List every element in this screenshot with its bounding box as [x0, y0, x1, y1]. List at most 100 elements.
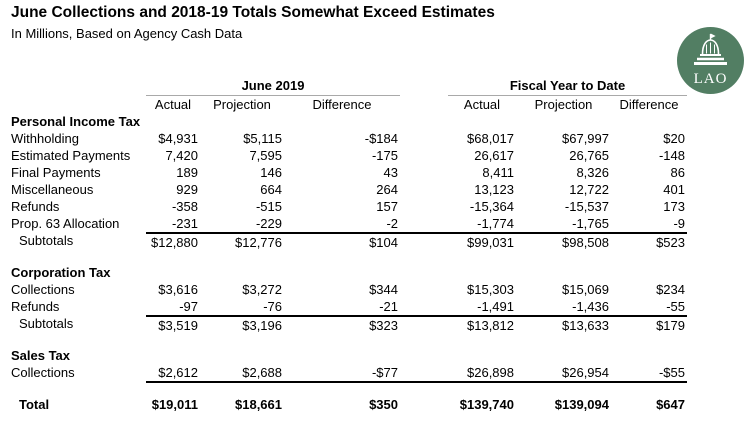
subtotal-row-fytd-cell: $13,812: [448, 315, 516, 334]
table-row-label: Estimated Payments: [11, 148, 131, 163]
group-header-june: June 2019: [146, 78, 400, 96]
section-spacer: [11, 381, 687, 396]
table-row: Refunds -358 -515 157 -15,364 -15,537 173: [11, 198, 687, 215]
table-row-june-cell: -$184: [364, 131, 398, 146]
table-row-june-cell: -$77: [284, 364, 400, 383]
table-row-june-cell: 664: [260, 182, 282, 197]
subtotal-row-fytd-cell: $99,031: [448, 232, 516, 251]
col-header-fytd-actual: Actual: [463, 97, 501, 112]
table-row-label: Refunds: [11, 199, 60, 214]
table-row-june-cell: 7,420: [165, 148, 198, 163]
table-row-fytd-cell: 12,722: [569, 182, 609, 197]
total-row-label: Total: [19, 397, 50, 412]
table-row: Miscellaneous 929 664 264 13,123 12,722 401: [11, 181, 687, 198]
table-row-fytd-cell: 26,617: [474, 148, 514, 163]
gap-cell: [400, 96, 448, 113]
column-header-row: Actual Projection Difference Actual Proj…: [11, 96, 687, 113]
section-header-row: Sales Tax: [11, 347, 687, 364]
table-row-label: Refunds: [11, 299, 60, 314]
col-header-fytd-difference: Difference: [619, 97, 679, 112]
table-row-fytd-cell: -55: [666, 299, 685, 314]
section-header-label: Sales Tax: [11, 348, 71, 363]
group-header-fytd: Fiscal Year to Date: [448, 78, 687, 96]
table-row-june-cell: 146: [260, 165, 282, 180]
table-row-june-cell: $344: [369, 282, 398, 297]
table-row-fytd-cell: 26,765: [569, 148, 609, 163]
col-header-june-actual: Actual: [154, 97, 192, 112]
table-row-june-cell: -21: [379, 299, 398, 314]
gap-cell: [400, 347, 448, 364]
gap-cell: [400, 130, 448, 147]
gap-cell: [400, 364, 448, 383]
table-row-fytd-cell: -15,364: [469, 199, 514, 214]
table-row-fytd-cell: -148: [658, 148, 685, 163]
total-row-june-cell: $350: [369, 397, 398, 412]
section-spacer: [11, 332, 687, 347]
gap-cell: [400, 315, 448, 334]
subtotal-row-fytd-cell: $13,633: [516, 315, 611, 334]
table-row-fytd-cell: $26,898: [448, 364, 516, 383]
subtotal-row-june-cell: $3,196: [200, 315, 284, 334]
table-row: Estimated Payments 7,420 7,595 -175 26,617 26…: [11, 147, 687, 164]
gap-cell: [400, 113, 448, 130]
table-row-fytd-cell: 13,123: [474, 182, 514, 197]
table-row-june-cell: -515: [255, 199, 282, 214]
gap-cell: [400, 164, 448, 181]
total-row-fytd-cell: $139,094: [554, 397, 609, 412]
table-row-fytd-cell: $15,303: [467, 282, 514, 297]
total-row-june-cell: $19,011: [151, 397, 198, 412]
table-row-fytd-cell: $67,997: [562, 131, 609, 146]
section-header-label: Corporation Tax: [11, 265, 111, 280]
lao-logo-text: LAO: [694, 71, 728, 87]
page-title: June Collections and 2018-19 Totals Some…: [11, 4, 495, 21]
table-row-june-cell: -97: [179, 299, 198, 314]
gap-cell: [400, 281, 448, 298]
capitol-dome-icon: [694, 33, 727, 65]
gap-cell: [400, 396, 448, 413]
section-header-row: Personal Income Tax: [11, 113, 687, 130]
table-row-label: Miscellaneous: [11, 182, 94, 197]
gap-cell: [400, 181, 448, 198]
table-row-fytd-cell: -1,436: [572, 299, 609, 314]
table-row-fytd-cell: $26,954: [516, 364, 611, 383]
table-row-fytd-cell: -$55: [611, 364, 687, 383]
table-row-fytd-cell: -1,765: [572, 216, 609, 231]
table-row-fytd-cell: 173: [663, 199, 685, 214]
gap-cell: [400, 198, 448, 215]
table-row-fytd-cell: 8,326: [576, 165, 609, 180]
table-row-june-cell: -358: [171, 199, 198, 214]
table-row-june-cell: 264: [376, 182, 398, 197]
table-row-june-cell: 7,595: [249, 148, 282, 163]
table-row: Final Payments 189 146 43 8,411 8,326 86: [11, 164, 687, 181]
table-row-label: Final Payments: [11, 165, 101, 180]
subtotal-row: Subtotals $3,519 $3,196 $323 $13,812 $13,633 $…: [11, 315, 687, 334]
subtotal-row-june-cell: $12,776: [200, 232, 284, 251]
subtotal-row: Subtotals $12,880 $12,776 $104 $99,031 $98,50…: [11, 232, 687, 251]
table-row-fytd-cell: -1,491: [477, 299, 514, 314]
total-row-june-cell: $18,661: [235, 397, 282, 412]
col-header-june-projection: Projection: [213, 97, 271, 112]
table-row-june-cell: $3,616: [158, 282, 198, 297]
subtotal-row-fytd-cell: $179: [611, 315, 687, 334]
subtotal-row-fytd-cell: $523: [611, 232, 687, 251]
table-row-fytd-cell: -1,774: [477, 216, 514, 231]
table-row: Collections $2,612 $2,688 -$77 $26,898 $26,95…: [11, 364, 687, 383]
section-header-row: Corporation Tax: [11, 264, 687, 281]
table-row-june-cell: -175: [371, 148, 398, 163]
table-row-fytd-cell: -15,537: [564, 199, 609, 214]
table-row-june-cell: $2,612: [146, 364, 200, 383]
subtotal-row-june-cell: $3,519: [146, 315, 200, 334]
table-row-june-cell: 929: [176, 182, 198, 197]
total-row: Total $19,011 $18,661 $350 $139,740 $139,094 $…: [11, 396, 687, 413]
table-row-june-cell: -76: [263, 299, 282, 314]
table-row: Withholding $4,931 $5,115 -$184 $68,017 $67,9…: [11, 130, 687, 147]
table-row-june-cell: $4,931: [158, 131, 198, 146]
gap-cell: [400, 264, 448, 281]
table-row-june-cell: $3,272: [242, 282, 282, 297]
total-row-fytd-cell: $139,740: [459, 397, 514, 412]
subtotal-row-june-cell: $104: [284, 232, 400, 251]
table-row-june-cell: 157: [376, 199, 398, 214]
lao-logo-graphic: LAO: [677, 27, 744, 94]
subtotal-row-june-cell: $323: [284, 315, 400, 334]
